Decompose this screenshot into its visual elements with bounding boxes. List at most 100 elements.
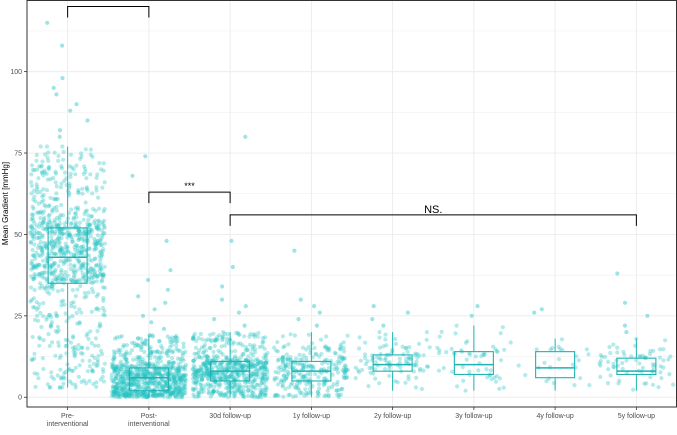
data-point xyxy=(193,356,198,361)
data-point xyxy=(172,392,177,397)
data-point xyxy=(190,376,196,381)
data-point xyxy=(334,388,339,393)
data-point xyxy=(196,370,201,375)
data-point xyxy=(64,231,69,236)
data-point xyxy=(192,351,197,356)
data-point xyxy=(37,262,42,267)
data-point xyxy=(140,390,145,395)
data-point xyxy=(163,383,168,388)
data-point xyxy=(173,367,179,372)
data-point xyxy=(205,366,210,371)
data-point xyxy=(131,395,136,400)
data-point xyxy=(87,253,92,258)
data-point xyxy=(249,373,254,378)
data-point xyxy=(176,362,181,367)
data-point xyxy=(155,381,160,386)
data-point xyxy=(64,343,69,348)
data-point xyxy=(59,202,64,208)
data-point xyxy=(150,381,155,386)
data-point xyxy=(173,335,178,340)
data-point xyxy=(63,311,68,316)
data-point xyxy=(168,391,173,396)
data-point xyxy=(33,263,39,268)
data-point xyxy=(40,275,45,280)
data-point xyxy=(178,356,183,362)
data-point xyxy=(88,266,94,271)
data-point xyxy=(86,290,91,295)
data-point xyxy=(29,163,35,168)
data-point xyxy=(281,354,286,360)
data-point xyxy=(68,277,73,282)
data-point xyxy=(29,223,34,228)
data-point xyxy=(200,377,205,383)
data-point xyxy=(52,261,58,266)
data-point xyxy=(382,357,387,362)
data-point xyxy=(161,386,166,391)
data-point xyxy=(32,220,37,225)
data-point xyxy=(113,390,118,395)
data-point xyxy=(136,377,141,382)
data-point xyxy=(175,371,180,376)
data-point xyxy=(65,244,70,249)
data-point xyxy=(176,385,181,390)
data-point xyxy=(219,334,224,339)
data-point xyxy=(83,200,88,205)
outlier-point xyxy=(312,304,317,309)
data-point xyxy=(450,369,455,374)
data-point xyxy=(40,211,45,216)
data-point xyxy=(136,336,141,341)
data-point xyxy=(212,372,217,377)
data-point xyxy=(73,172,78,177)
data-point xyxy=(174,368,179,374)
data-point xyxy=(406,374,411,379)
data-point xyxy=(301,362,306,367)
data-point xyxy=(172,393,177,398)
y-axis-title: Mean Gradient [mmHg] xyxy=(1,162,10,245)
data-point xyxy=(342,356,347,361)
data-point xyxy=(280,355,285,360)
data-point xyxy=(95,226,100,231)
data-point xyxy=(156,356,161,361)
boxplot-3 xyxy=(210,332,251,398)
data-point xyxy=(147,384,152,389)
data-point xyxy=(658,364,663,369)
data-point xyxy=(218,375,223,380)
data-point xyxy=(262,372,267,377)
data-point xyxy=(640,353,645,358)
data-point xyxy=(285,356,290,361)
data-point xyxy=(173,387,178,392)
data-point xyxy=(284,374,289,379)
data-point xyxy=(326,365,331,370)
data-point xyxy=(178,390,183,395)
data-point xyxy=(322,345,327,350)
data-point xyxy=(238,361,243,366)
data-point xyxy=(66,367,71,372)
data-point xyxy=(211,357,216,362)
data-point xyxy=(337,361,342,366)
data-point xyxy=(34,158,39,163)
data-point xyxy=(212,385,217,390)
data-point xyxy=(52,218,57,223)
data-point xyxy=(574,354,579,359)
data-point xyxy=(203,353,208,359)
data-point xyxy=(210,392,215,397)
data-point xyxy=(95,239,100,244)
data-point xyxy=(217,367,222,372)
data-point xyxy=(92,236,97,241)
data-point xyxy=(244,365,249,370)
significance-label: *** xyxy=(103,0,114,6)
data-point xyxy=(174,395,179,400)
data-point xyxy=(151,391,157,396)
data-point xyxy=(191,335,196,341)
data-point xyxy=(47,343,52,349)
data-point xyxy=(286,393,291,398)
data-point xyxy=(461,378,466,383)
data-point xyxy=(52,273,57,278)
data-point xyxy=(73,222,78,227)
data-point xyxy=(216,382,221,387)
data-point xyxy=(137,355,142,360)
data-point xyxy=(70,279,76,284)
data-point xyxy=(158,367,164,372)
data-point xyxy=(342,363,347,368)
data-point xyxy=(330,372,335,377)
